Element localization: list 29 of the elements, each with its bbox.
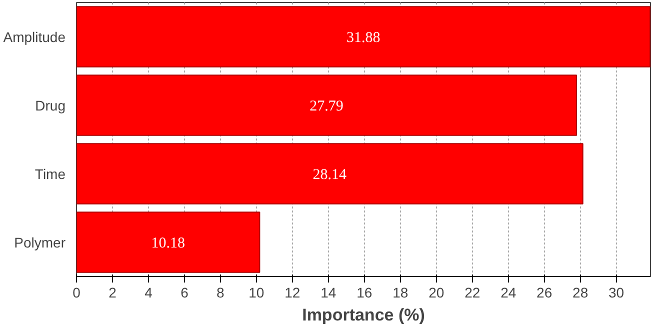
x-tick-label: 22 — [464, 284, 480, 300]
x-tick-label: 30 — [608, 284, 624, 300]
bar — [76, 143, 584, 204]
x-tick-label: 10 — [248, 284, 264, 300]
y-tick-label: Drug — [35, 97, 66, 114]
y-tick-label: Polymer — [14, 234, 66, 250]
x-tick-label: 0 — [72, 284, 81, 300]
x-tick-label: 2 — [108, 284, 117, 300]
x-tick-label: 26 — [536, 284, 552, 300]
x-tick-label: 12 — [284, 284, 300, 300]
data-label: 28.14 — [312, 166, 348, 183]
x-tick-label: 20 — [428, 284, 444, 300]
x-tick-label: 4 — [144, 284, 153, 300]
bar — [76, 6, 650, 68]
x-tick-label: 14 — [320, 284, 336, 300]
x-tick-label: 16 — [356, 284, 372, 300]
x-axis-title: Importance (%) — [302, 306, 425, 324]
y-tick-label: Amplitude — [3, 28, 66, 45]
data-label: 31.88 — [346, 30, 380, 46]
x-tick-label: 8 — [216, 284, 225, 300]
bar — [76, 212, 260, 273]
data-label: 27.79 — [310, 98, 344, 114]
data-label: 10.18 — [151, 235, 185, 252]
bar — [76, 74, 578, 136]
x-tick-label: 28 — [572, 284, 588, 300]
x-tick-label: 18 — [392, 284, 408, 300]
x-tick-label: 6 — [180, 284, 189, 300]
y-tick-label: Time — [34, 166, 66, 182]
x-tick-label: 24 — [500, 284, 516, 300]
